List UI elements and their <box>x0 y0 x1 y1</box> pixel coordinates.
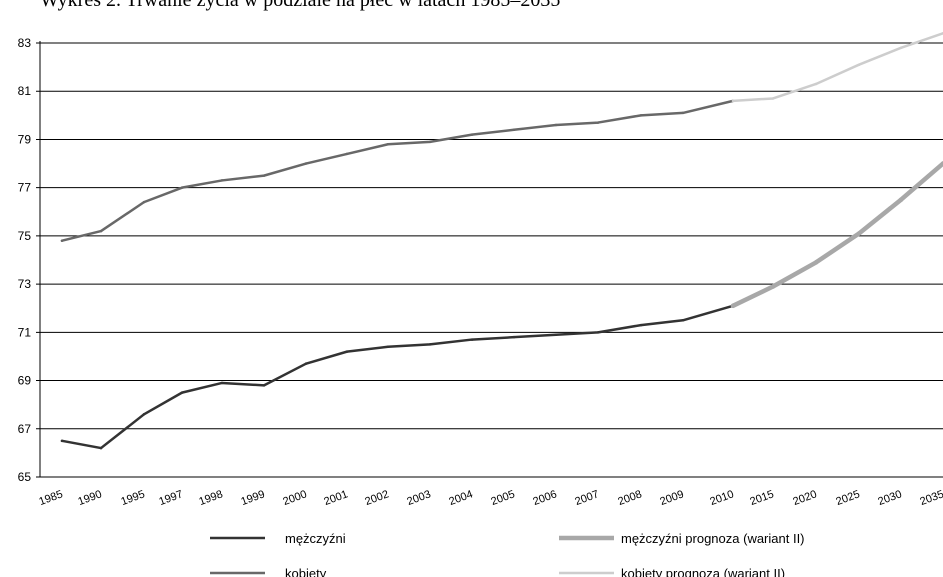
data-point-mp <box>856 231 862 236</box>
legend-label-k: kobiety <box>285 566 327 577</box>
data-point-m <box>60 439 64 443</box>
data-point-k <box>428 140 432 144</box>
x-tick-label: 2003 <box>405 488 432 508</box>
x-tick-label: 2005 <box>489 488 516 508</box>
data-point-k <box>304 162 308 165</box>
legend-label-kp: kobiety prognoza (wariant II) <box>621 566 785 577</box>
data-point-k <box>142 200 146 204</box>
data-point-k <box>99 229 103 233</box>
y-tick-label: 77 <box>18 181 32 195</box>
chart-title: Wykres 2. Trwanie życia w podziale na pł… <box>40 0 561 11</box>
data-point-mp <box>770 284 776 289</box>
x-tick-label: 2015 <box>748 488 775 508</box>
data-point-k <box>681 111 685 115</box>
y-tick-label: 83 <box>18 36 32 50</box>
data-point-m <box>220 381 224 385</box>
y-tick-label: 75 <box>18 229 32 243</box>
y-tick-label: 79 <box>18 132 32 146</box>
data-point-m <box>639 323 643 327</box>
x-tick-label: 2007 <box>573 488 600 508</box>
data-point-k <box>60 239 64 242</box>
data-point-k <box>512 128 516 132</box>
data-point-k <box>180 186 184 189</box>
data-point-m <box>596 331 600 334</box>
data-point-mp <box>730 303 736 309</box>
x-tick-label: 2002 <box>363 488 390 508</box>
x-tick-label: 2001 <box>322 488 349 508</box>
series-line-mp <box>730 161 943 309</box>
data-point-mp <box>940 161 943 166</box>
data-point-k <box>345 152 349 156</box>
data-point-mp <box>898 197 904 202</box>
series-line-kp <box>731 32 943 103</box>
data-point-m <box>180 391 184 394</box>
data-point-m <box>386 345 390 349</box>
data-point-m <box>428 343 432 346</box>
data-point-m <box>99 446 103 450</box>
y-tick-label: 81 <box>18 84 32 98</box>
data-point-k <box>596 121 600 124</box>
data-point-m <box>470 338 474 341</box>
data-point-kp <box>731 99 735 103</box>
data-point-k <box>639 114 643 117</box>
data-point-m <box>512 335 516 339</box>
data-point-kp <box>814 82 818 86</box>
data-point-m <box>554 333 558 336</box>
y-tick-label: 71 <box>18 325 32 339</box>
x-tick-label: 2008 <box>616 488 643 508</box>
legend-label-mp: mężczyźni prognoza (wariant II) <box>621 531 805 546</box>
data-point-mp <box>813 260 819 265</box>
data-point-m <box>681 319 685 322</box>
x-tick-label: 2000 <box>281 488 308 508</box>
data-point-k <box>386 143 390 146</box>
data-point-k <box>220 179 224 182</box>
x-tick-label: 2020 <box>791 488 818 508</box>
legend-label-m: mężczyźni <box>285 531 346 546</box>
data-point-k <box>262 174 266 177</box>
x-tick-label: 1998 <box>197 488 224 508</box>
y-tick-label: 69 <box>18 374 32 388</box>
data-point-kp <box>771 97 775 100</box>
data-point-kp <box>899 46 903 50</box>
x-tick-label: 1999 <box>239 488 266 508</box>
x-tick-label: 2025 <box>834 488 861 508</box>
x-tick-label: 2004 <box>447 488 474 508</box>
data-point-kp <box>857 63 861 66</box>
data-point-k <box>554 123 558 127</box>
data-point-m <box>304 362 308 365</box>
y-tick-label: 73 <box>18 277 32 291</box>
x-tick-label: 1995 <box>119 488 146 508</box>
x-tick-label: 2006 <box>531 488 558 508</box>
series-line-m <box>60 304 735 450</box>
data-point-m <box>262 384 266 387</box>
x-tick-label: 1985 <box>37 488 64 508</box>
series-line-k <box>60 99 735 242</box>
y-tick-label: 67 <box>18 422 32 436</box>
data-point-m <box>345 350 349 353</box>
data-point-m <box>142 413 146 416</box>
x-tick-label: 1997 <box>157 488 184 508</box>
x-tick-label: 1990 <box>76 488 103 508</box>
x-tick-label: 2010 <box>708 488 735 508</box>
x-tick-label: 2030 <box>876 488 903 508</box>
x-tick-label: 2035 <box>918 488 943 508</box>
data-point-k <box>470 133 474 136</box>
y-tick-label: 65 <box>18 470 32 484</box>
x-tick-label: 2009 <box>658 488 685 508</box>
